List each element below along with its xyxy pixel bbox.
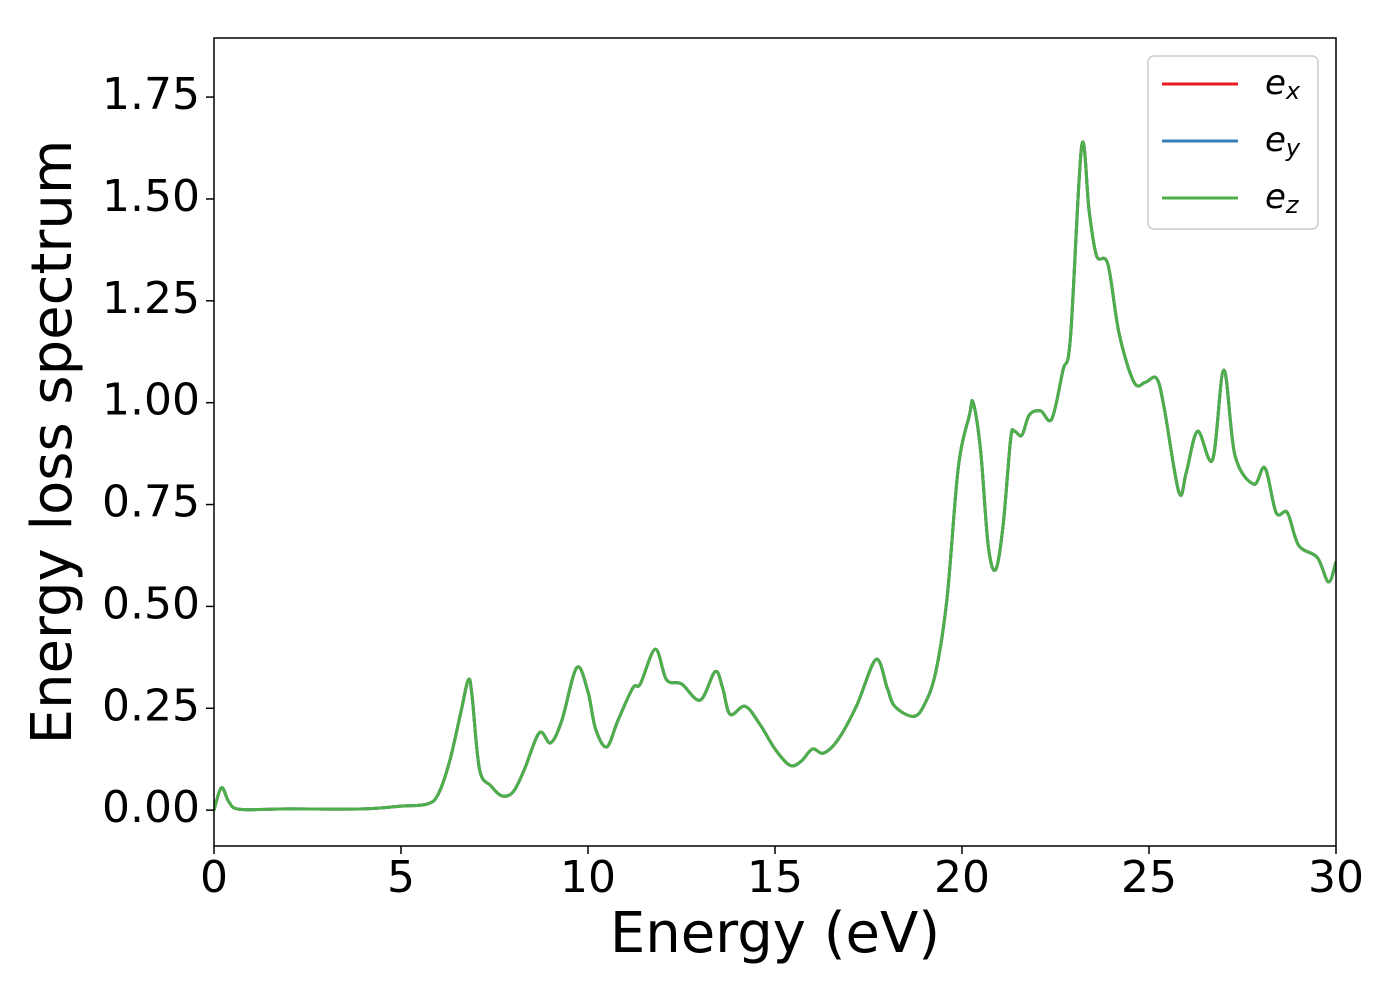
y-tick-label: 1.75 xyxy=(102,69,200,120)
x-tick-label: 0 xyxy=(200,852,228,903)
x-tick-label: 20 xyxy=(934,852,990,903)
y-tick-label: 0.00 xyxy=(102,782,200,833)
x-tick-label: 15 xyxy=(747,852,803,903)
y-axis-label: Energy loss spectrum xyxy=(20,140,85,745)
legend-label: ez xyxy=(1265,177,1300,220)
x-tick-label: 10 xyxy=(560,852,616,903)
x-tick-label: 30 xyxy=(1308,852,1364,903)
legend-label: ey xyxy=(1265,120,1301,163)
y-tick-label: 0.25 xyxy=(102,680,200,731)
series-line xyxy=(214,140,1336,812)
x-tick-label: 5 xyxy=(387,852,415,903)
series-line xyxy=(214,140,1336,812)
y-tick-label: 1.25 xyxy=(102,273,200,324)
y-tick-label: 1.50 xyxy=(102,171,200,222)
y-tick-label: 0.50 xyxy=(102,578,200,629)
x-axis-label: Energy (eV) xyxy=(610,901,940,966)
legend-label: ex xyxy=(1265,63,1301,106)
y-tick-label: 1.00 xyxy=(102,375,200,426)
y-tick-label: 0.75 xyxy=(102,477,200,528)
series-line xyxy=(214,140,1336,812)
plot-frame xyxy=(213,37,1337,847)
x-tick-label: 25 xyxy=(1121,852,1177,903)
